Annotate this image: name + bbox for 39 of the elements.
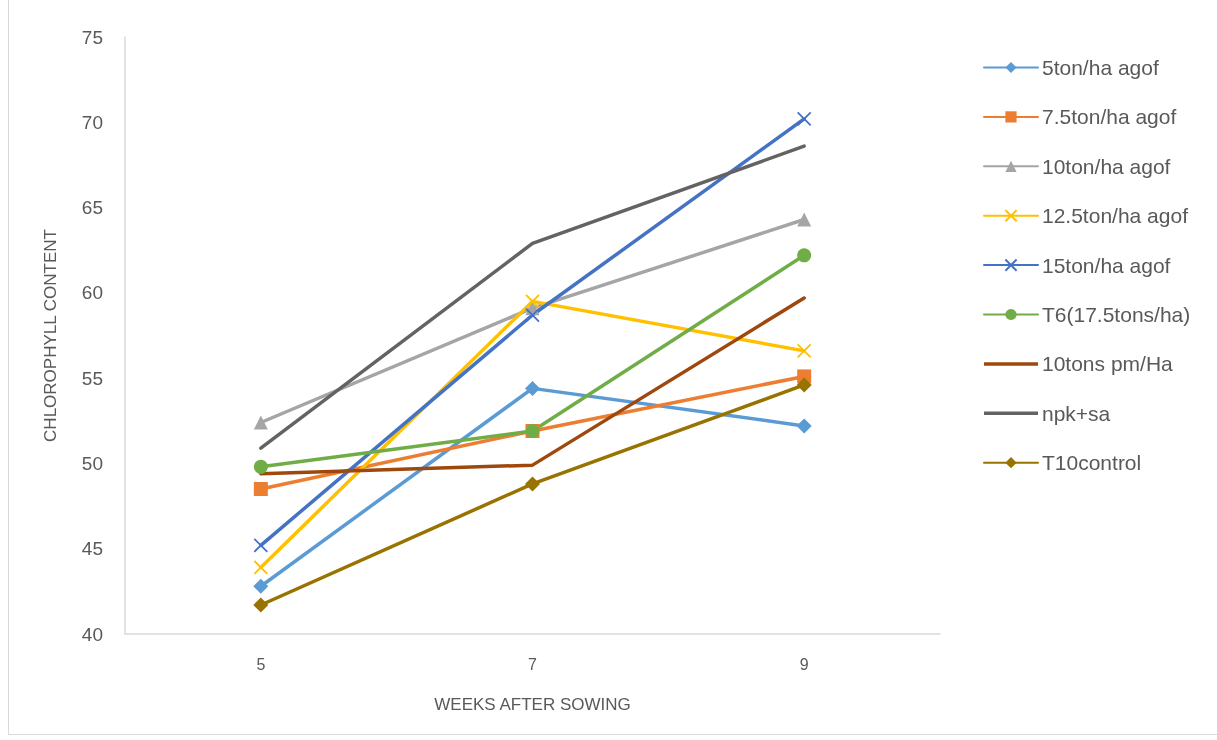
legend-label: 15ton/ha agof xyxy=(1042,253,1171,277)
point xyxy=(525,307,540,323)
y-axis-title: CHLOROPHYLL CONTENT xyxy=(41,229,60,442)
point xyxy=(796,343,812,359)
point xyxy=(253,537,269,553)
point xyxy=(253,597,269,613)
x-tick-label: 7 xyxy=(528,655,538,673)
y-tick-label: 45 xyxy=(81,538,103,560)
legend-label: T6(17.5tons/ha) xyxy=(1042,303,1191,326)
y-tick-label: 55 xyxy=(81,367,103,389)
point xyxy=(253,459,268,474)
legend-label: 10ton/ha agof xyxy=(1042,154,1171,178)
point xyxy=(253,415,268,430)
point xyxy=(525,293,540,309)
point xyxy=(796,377,812,393)
y-tick-label: 40 xyxy=(81,623,103,645)
x-axis-title: WEEKS AFTER SOWING xyxy=(434,695,631,714)
y-tick-label: 65 xyxy=(81,197,103,219)
legend-label: 5ton/ha agof xyxy=(1042,56,1159,79)
point xyxy=(253,578,269,594)
y-tick-label: 60 xyxy=(81,282,103,304)
y-tick-label: 70 xyxy=(81,111,103,133)
legend-label: npk+sa xyxy=(1042,401,1111,425)
point xyxy=(797,212,812,227)
point xyxy=(797,248,812,263)
point xyxy=(796,418,812,434)
legend-label: T10control xyxy=(1042,451,1142,475)
point xyxy=(525,476,540,492)
point xyxy=(525,380,540,396)
legend-label: 7.5ton/ha agof xyxy=(1042,105,1177,129)
y-tick-label: 50 xyxy=(81,452,103,474)
point xyxy=(253,482,268,497)
point xyxy=(253,560,269,575)
y-tick-label: 75 xyxy=(81,26,103,48)
point xyxy=(796,111,812,127)
legend-label: 12.5ton/ha agof xyxy=(1042,204,1189,228)
x-tick-label: 5 xyxy=(256,655,266,673)
legend-label: 10tons pm/Ha xyxy=(1042,352,1174,376)
x-tick-label: 9 xyxy=(799,655,809,673)
